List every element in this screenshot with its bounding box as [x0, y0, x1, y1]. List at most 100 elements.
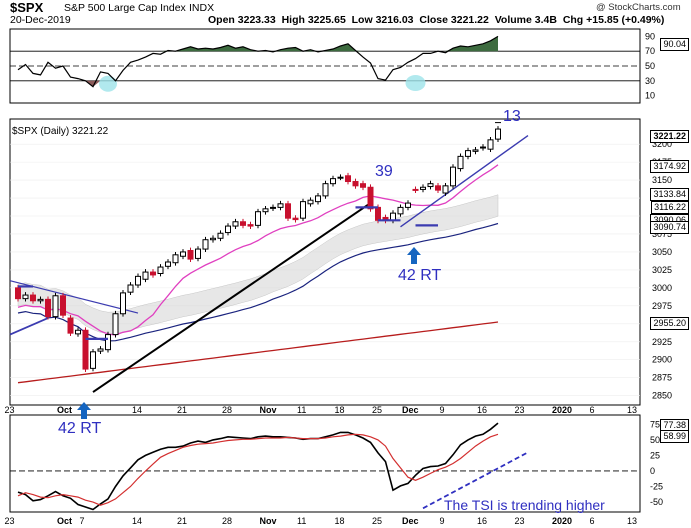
x-label-tsi-5: 28 [222, 516, 232, 526]
candle-body [345, 175, 351, 183]
x-label-tsi-7: 11 [297, 516, 306, 526]
candle-body [52, 295, 59, 318]
price-tick-1: 2875 [652, 373, 672, 383]
price-badge-1: 3174.92 [650, 160, 689, 173]
tsi-series-signal [17, 433, 499, 506]
candle-body [315, 195, 321, 203]
tsi-tick-2: 0 [650, 466, 655, 476]
volume-label: Volume [494, 14, 532, 26]
tsi-tick-1: -25 [650, 482, 663, 492]
x-label-tsi-10: Dec [402, 516, 419, 526]
candle-body [277, 203, 284, 208]
candle-body [45, 298, 51, 318]
price-tick-5: 2975 [652, 301, 672, 311]
annotation-42rt-left: 42 RT [58, 420, 102, 437]
candle-body [112, 313, 119, 336]
symbol: $SPX [10, 0, 44, 15]
tsi-note: The TSI is trending higher [444, 497, 605, 513]
x-label-tsi-0: 23 [5, 516, 15, 526]
volume-value: 3.4B [534, 14, 557, 26]
candle-body [90, 351, 96, 369]
ohlc-line: Open 3223.33 High 3225.65 Low 3216.03 Cl… [208, 14, 664, 26]
candle-body [442, 185, 449, 194]
x-label-tsi-2: 7 [80, 516, 85, 526]
candle-body [195, 248, 201, 259]
tsi-series-tsi [17, 422, 499, 511]
exchange: INDX [189, 2, 215, 14]
high-value: 3225.65 [307, 14, 346, 26]
candle-body [157, 266, 164, 274]
candle-body [75, 329, 81, 335]
candle-body [412, 188, 419, 191]
open-label: Open [208, 14, 235, 26]
x-label-price-4: 21 [177, 405, 187, 415]
x-label-tsi-13: 23 [515, 516, 525, 526]
candle-body [322, 183, 329, 197]
candle-body [480, 146, 486, 149]
chart-date: 20-Dec-2019 [10, 14, 71, 26]
rsi-tick-4: 90 [645, 31, 655, 41]
candle-body [232, 221, 239, 227]
price-tick-8: 3050 [652, 247, 672, 257]
watermark: @ StockCharts.com [596, 2, 681, 13]
price-panel: 2850287529002925295029753000302530503075… [9, 118, 672, 406]
price-tick-14: 3200 [652, 139, 672, 149]
rsi-highlight-left [99, 75, 117, 92]
trendline-rising [92, 202, 372, 393]
candle-body [405, 202, 411, 208]
x-label-price-8: 18 [335, 405, 345, 415]
x-label-tsi-11: 9 [440, 516, 445, 526]
candle-body [450, 166, 456, 187]
low-label: Low [351, 14, 373, 26]
candle-body [22, 294, 29, 300]
x-label-price-1: Oct [57, 405, 72, 415]
x-label-tsi-6: Nov [260, 516, 277, 526]
x-label-tsi-12: 16 [477, 516, 487, 526]
candle-body [465, 150, 471, 157]
candle-body [367, 186, 374, 210]
price-tick-12: 3150 [652, 175, 672, 185]
high-label: High [281, 14, 305, 26]
rsi-highlight-right [405, 75, 426, 92]
index-name: S&P 500 Large Cap Index [64, 2, 186, 14]
candle-body [360, 183, 366, 188]
candle-body [202, 239, 209, 250]
x-label-price-7: 11 [297, 405, 306, 415]
tsi-tick-5: 75 [650, 419, 660, 429]
rsi-tick-1: 30 [645, 76, 655, 86]
candle-body [472, 149, 479, 152]
candle-body [67, 317, 74, 334]
tsi-badge-2: 58.99 [660, 430, 689, 443]
x-label-price-16: 13 [627, 405, 637, 415]
x-label-price-13: 23 [515, 405, 525, 415]
price-badge-3: 3116.22 [651, 201, 689, 214]
price-tick-3: 2925 [652, 337, 672, 347]
rsi-tick-3: 70 [645, 46, 655, 56]
annotation-count-39: 39 [375, 163, 393, 180]
x-label-tsi-4: 21 [177, 516, 187, 526]
candle-body [225, 225, 231, 234]
x-label-price-15: 6 [590, 405, 595, 415]
x-label-price-9: 25 [372, 405, 382, 415]
price-badge-5: 3090.74 [650, 221, 689, 234]
close-label: Close [419, 14, 448, 26]
close-value: 3221.22 [450, 14, 489, 26]
annotation-42rt-mid: 42 RT [398, 267, 442, 284]
candle-body [247, 224, 254, 227]
candle-body [172, 254, 179, 264]
tsi-tick-0: -50 [650, 497, 663, 507]
open-value: 3223.33 [237, 14, 276, 26]
candle-body [15, 287, 21, 300]
ma-long-line [17, 321, 499, 384]
x-label-tsi-9: 25 [372, 516, 382, 526]
annotation-layer [77, 122, 501, 419]
chg-value: +15.85 (+0.49%) [586, 14, 665, 26]
tsi-trend-dashed [422, 451, 529, 510]
trendline-lower [9, 317, 49, 336]
price-badge-2: 3133.84 [650, 188, 689, 201]
price-badge-close: 3221.22 [650, 130, 689, 143]
price-tick-2: 2900 [652, 355, 672, 365]
annotation-count-13: 13 [503, 108, 521, 125]
x-label-tsi-15: 6 [590, 516, 595, 526]
